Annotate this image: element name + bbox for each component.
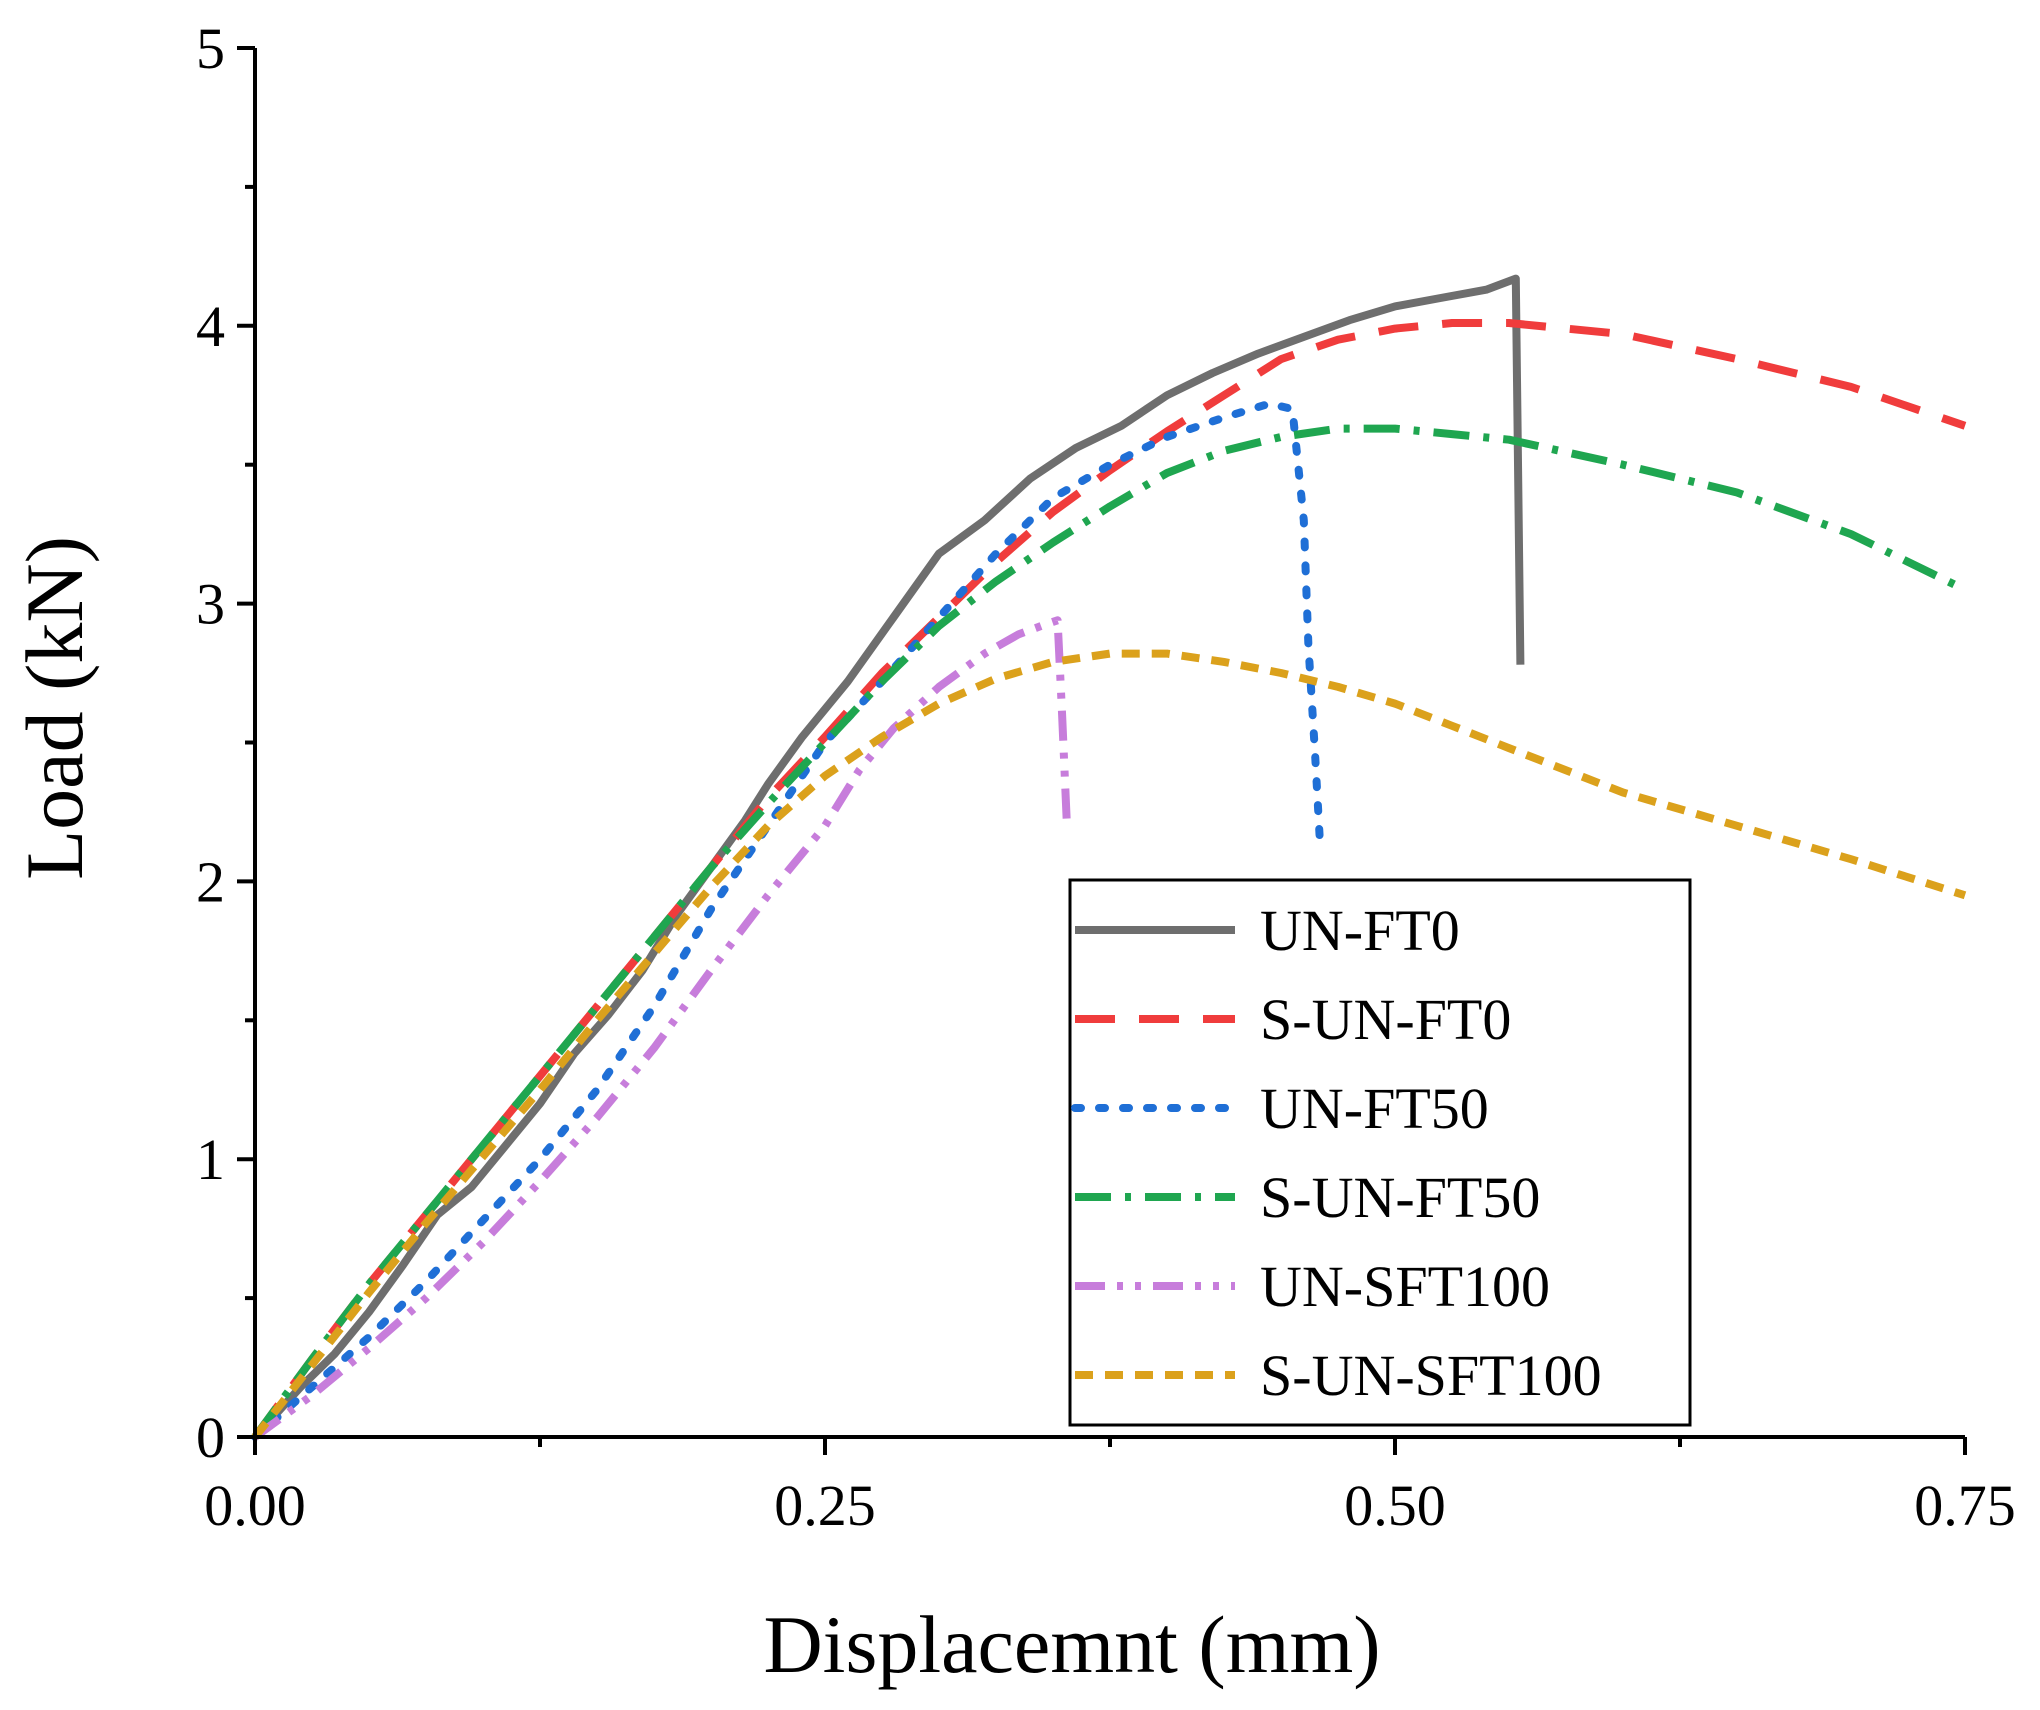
x-tick-label: 0.00	[204, 1473, 306, 1538]
y-tick-label: 2	[196, 849, 225, 914]
legend: UN-FT0 S-UN-FT0 UN-FT50 S-UN-FT50 UN-SFT100 S…	[1068, 878, 1692, 1427]
series-line-un-ft50	[251, 399, 1324, 1441]
y-tick-label: 1	[196, 1127, 225, 1192]
y-axis-title: Load (kN)	[9, 536, 100, 880]
series-group	[251, 274, 1967, 1441]
x-tick-label: 0.50	[1344, 1473, 1446, 1538]
series-line-un-sft100	[252, 616, 1071, 1441]
legend-label: UN-SFT100	[1260, 1254, 1550, 1319]
legend-label: UN-FT0	[1260, 898, 1460, 963]
legend-label: UN-FT50	[1260, 1076, 1489, 1141]
x-tick-label: 0.75	[1914, 1473, 2016, 1538]
series-line-s-un-ft50	[251, 424, 1967, 1440]
y-tick-label: 4	[196, 294, 225, 359]
legend-label: S-UN-FT0	[1260, 987, 1511, 1052]
x-axis: 0.00 0.25 0.50 0.75	[204, 1435, 2016, 1538]
series-line-s-un-sft100	[251, 649, 1967, 1440]
legend-label: S-UN-FT50	[1260, 1165, 1540, 1230]
y-tick-label: 3	[196, 572, 225, 637]
legend-label: S-UN-SFT100	[1260, 1343, 1602, 1408]
x-axis-title: Displacemnt (mm)	[763, 1599, 1380, 1690]
y-axis: 0 1 2 3 4 5	[196, 16, 257, 1470]
legend-box	[1068, 878, 1692, 1427]
series-line-un-ft0	[252, 274, 1525, 1440]
y-tick-label: 0	[196, 1405, 225, 1470]
y-tick-label: 5	[196, 16, 225, 81]
x-tick-label: 0.25	[774, 1473, 876, 1538]
